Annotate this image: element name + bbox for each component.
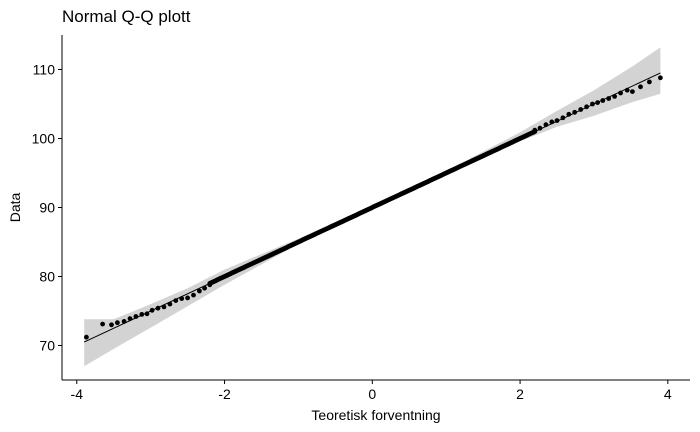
data-point bbox=[658, 75, 663, 81]
data-point bbox=[155, 305, 161, 311]
y-tick-label: 70 bbox=[39, 338, 55, 354]
data-point bbox=[630, 89, 635, 94]
data-point bbox=[207, 282, 213, 288]
data-point bbox=[612, 94, 617, 99]
data-point bbox=[197, 288, 202, 294]
data-point bbox=[600, 98, 606, 103]
y-tick-label: 110 bbox=[33, 62, 56, 78]
data-point bbox=[537, 125, 543, 131]
data-point bbox=[638, 84, 643, 90]
x-tick-label: 4 bbox=[664, 386, 672, 402]
data-point bbox=[121, 319, 127, 324]
data-point bbox=[173, 298, 179, 303]
data-point bbox=[532, 127, 538, 133]
data-point bbox=[191, 292, 196, 298]
x-tick-label: 2 bbox=[516, 386, 524, 402]
x-tick-label: -4 bbox=[71, 386, 84, 402]
chart-title: Normal Q-Q plott bbox=[62, 7, 191, 26]
data-point bbox=[584, 104, 589, 110]
y-tick-label: 90 bbox=[39, 200, 55, 216]
data-point bbox=[578, 107, 584, 112]
data-point bbox=[144, 311, 150, 317]
x-tick-label: 0 bbox=[368, 386, 376, 402]
data-point bbox=[202, 285, 208, 291]
data-point bbox=[590, 101, 595, 107]
data-point bbox=[566, 111, 572, 117]
data-point bbox=[554, 118, 560, 123]
data-point bbox=[560, 115, 566, 121]
data-point bbox=[149, 307, 155, 313]
y-tick-label: 100 bbox=[32, 131, 56, 147]
data-point bbox=[139, 312, 145, 317]
data-point bbox=[115, 320, 120, 326]
data-point bbox=[127, 316, 133, 321]
x-axis-label: Teoretisk forventning bbox=[311, 407, 440, 423]
data-point bbox=[84, 334, 89, 340]
axes-layer: -4 -2 0 2 4 70 80 90 100 110 bbox=[32, 35, 690, 402]
data-point bbox=[167, 301, 173, 307]
data-point bbox=[572, 109, 578, 115]
data-points-layer bbox=[84, 75, 663, 340]
data-point bbox=[595, 100, 600, 105]
data-point bbox=[606, 96, 612, 101]
data-point bbox=[549, 119, 555, 125]
data-point bbox=[109, 322, 114, 328]
data-point bbox=[133, 314, 139, 319]
y-axis-label: Data bbox=[7, 193, 23, 223]
data-point bbox=[618, 90, 623, 96]
data-point bbox=[624, 87, 630, 93]
data-point bbox=[185, 295, 191, 301]
x-tick-label: -2 bbox=[218, 386, 231, 402]
data-point bbox=[100, 321, 105, 327]
data-point bbox=[179, 296, 185, 301]
data-point bbox=[647, 79, 652, 85]
data-point bbox=[543, 122, 549, 128]
data-point bbox=[161, 304, 167, 310]
y-tick-label: 80 bbox=[39, 269, 55, 285]
